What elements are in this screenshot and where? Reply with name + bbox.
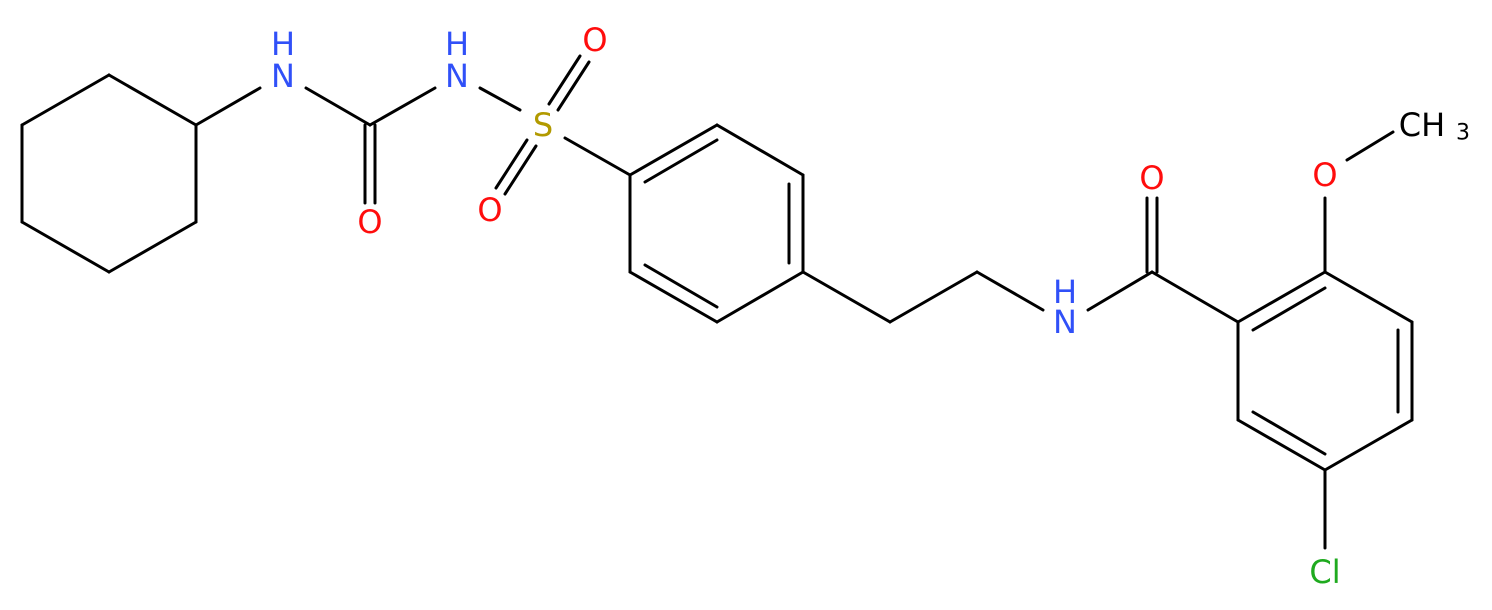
atom-label: H [271, 25, 295, 63]
atom-label: O [1139, 159, 1164, 197]
atom-subscript: 3 [1456, 121, 1470, 146]
atom-label: O [582, 21, 607, 59]
atom-label: H [445, 25, 469, 63]
atom-label: Cl [1309, 553, 1340, 591]
atom-label: N [1053, 303, 1077, 341]
atom-label: S [533, 106, 553, 144]
atom-label: O [1312, 156, 1337, 194]
atom-label: H [1053, 273, 1077, 311]
atom-label: N [445, 57, 469, 95]
atom-label: O [357, 203, 382, 241]
atom-label: N [271, 57, 295, 95]
atom-label: O [477, 191, 502, 229]
bonds [20, 54, 1414, 550]
atom-label: CH [1399, 106, 1445, 144]
